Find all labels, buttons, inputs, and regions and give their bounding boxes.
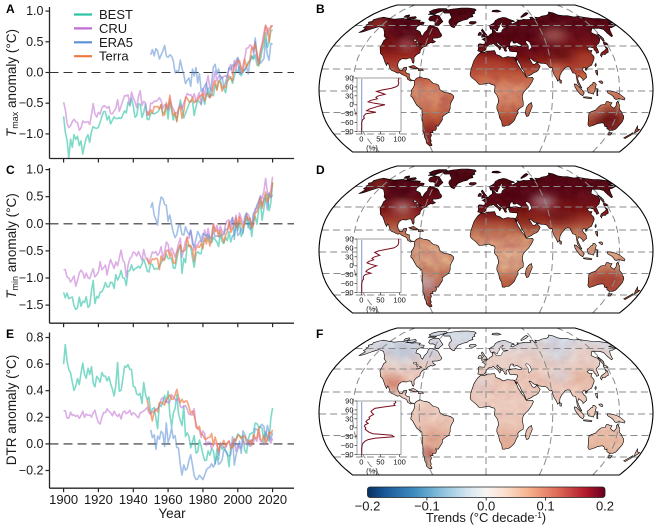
svg-text:−0.1: −0.1 bbox=[414, 499, 440, 514]
svg-text:30: 30 bbox=[345, 414, 353, 423]
svg-text:50: 50 bbox=[376, 296, 384, 305]
svg-text:50: 50 bbox=[376, 458, 384, 467]
svg-text:0.0: 0.0 bbox=[26, 66, 43, 80]
svg-text:0.5: 0.5 bbox=[26, 35, 43, 49]
svg-text:−90: −90 bbox=[341, 127, 354, 136]
svg-text:−1.0: −1.0 bbox=[19, 271, 44, 285]
svg-text:0.0: 0.0 bbox=[26, 217, 43, 231]
svg-text:B: B bbox=[316, 2, 325, 16]
svg-text:100: 100 bbox=[393, 135, 406, 144]
svg-text:0.2: 0.2 bbox=[596, 499, 614, 514]
svg-text:0: 0 bbox=[349, 261, 353, 270]
svg-text:1.0: 1.0 bbox=[26, 4, 43, 18]
svg-text:(%): (%) bbox=[366, 467, 378, 476]
svg-text:0.4: 0.4 bbox=[26, 384, 43, 398]
svg-text:100: 100 bbox=[393, 296, 406, 305]
svg-text:−60: −60 bbox=[341, 118, 354, 127]
svg-text:−60: −60 bbox=[341, 441, 354, 450]
svg-text:1960: 1960 bbox=[154, 492, 183, 507]
svg-text:90: 90 bbox=[345, 397, 353, 406]
svg-text:(%): (%) bbox=[366, 144, 378, 153]
svg-text:0: 0 bbox=[349, 423, 353, 432]
svg-text:60: 60 bbox=[345, 82, 353, 91]
svg-text:−90: −90 bbox=[341, 288, 354, 297]
svg-text:A: A bbox=[6, 2, 15, 16]
svg-text:0.0: 0.0 bbox=[26, 437, 43, 451]
svg-text:−0.5: −0.5 bbox=[19, 244, 44, 258]
svg-text:1.0: 1.0 bbox=[26, 163, 43, 177]
svg-text:CRU: CRU bbox=[99, 21, 127, 36]
svg-text:−1.5: −1.5 bbox=[19, 298, 44, 312]
svg-text:50: 50 bbox=[376, 135, 384, 144]
svg-text:1900: 1900 bbox=[49, 492, 78, 507]
svg-text:30: 30 bbox=[345, 252, 353, 261]
svg-text:0: 0 bbox=[359, 296, 363, 305]
svg-text:BEST: BEST bbox=[99, 7, 133, 22]
svg-text:E: E bbox=[6, 327, 14, 341]
svg-text:−30: −30 bbox=[341, 432, 354, 441]
svg-text:0.5: 0.5 bbox=[26, 190, 43, 204]
svg-text:30: 30 bbox=[345, 91, 353, 100]
svg-text:1940: 1940 bbox=[119, 492, 148, 507]
svg-text:ERA5: ERA5 bbox=[99, 35, 133, 50]
svg-text:(%): (%) bbox=[366, 305, 378, 314]
svg-text:0.2: 0.2 bbox=[26, 410, 43, 424]
svg-text:2020: 2020 bbox=[258, 492, 287, 507]
svg-text:0.1: 0.1 bbox=[537, 499, 555, 514]
svg-text:1980: 1980 bbox=[188, 492, 217, 507]
svg-text:Trends (°C decade-1): Trends (°C decade-1) bbox=[426, 510, 546, 525]
svg-text:0: 0 bbox=[349, 100, 353, 109]
svg-text:C: C bbox=[6, 163, 15, 177]
svg-text:Tmin anomaly (°C): Tmin anomaly (°C) bbox=[4, 193, 20, 298]
svg-text:2000: 2000 bbox=[223, 492, 252, 507]
svg-text:D: D bbox=[316, 163, 325, 177]
svg-text:60: 60 bbox=[345, 405, 353, 414]
svg-text:90: 90 bbox=[345, 74, 353, 83]
svg-text:0.8: 0.8 bbox=[26, 331, 43, 345]
svg-text:−30: −30 bbox=[341, 270, 354, 279]
svg-text:Year: Year bbox=[158, 506, 186, 521]
svg-text:−60: −60 bbox=[341, 279, 354, 288]
svg-text:Tmax anomaly (°C): Tmax anomaly (°C) bbox=[4, 29, 20, 137]
svg-text:90: 90 bbox=[345, 235, 353, 244]
svg-text:−1.0: −1.0 bbox=[19, 127, 44, 141]
svg-text:1920: 1920 bbox=[84, 492, 113, 507]
svg-text:F: F bbox=[316, 327, 323, 341]
svg-text:0: 0 bbox=[359, 458, 363, 467]
svg-text:−0.5: −0.5 bbox=[19, 96, 44, 110]
svg-text:−90: −90 bbox=[341, 450, 354, 459]
svg-text:DTR anomaly (°C): DTR anomaly (°C) bbox=[4, 355, 19, 465]
svg-text:0: 0 bbox=[359, 135, 363, 144]
svg-text:−0.2: −0.2 bbox=[355, 499, 381, 514]
svg-text:60: 60 bbox=[345, 243, 353, 252]
svg-text:Terra: Terra bbox=[99, 49, 129, 64]
svg-text:100: 100 bbox=[393, 458, 406, 467]
svg-text:−30: −30 bbox=[341, 109, 354, 118]
svg-text:0.0: 0.0 bbox=[477, 499, 495, 514]
svg-text:−0.2: −0.2 bbox=[19, 464, 44, 478]
svg-text:0.6: 0.6 bbox=[26, 357, 43, 371]
